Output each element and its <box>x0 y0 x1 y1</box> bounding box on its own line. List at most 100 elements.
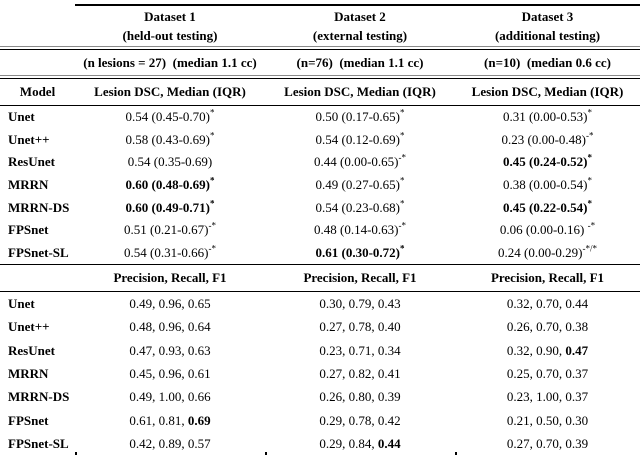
dataset3-header: Dataset 3 (additional testing) <box>455 7 640 45</box>
dsc-section-body: Unet 0.54 (0.45-0.70)* 0.50 (0.17-0.65)* 0.… <box>0 106 640 264</box>
dsc-value: 0.54 (0.12-0.69)* <box>315 130 405 147</box>
dsc-value: 0.58 (0.43-0.69)* <box>125 130 215 147</box>
prf-value: 0.25, 0.70, 0.37 <box>506 366 589 382</box>
prf-section-body: Unet 0.49, 0.96, 0.65 0.30, 0.79, 0.43 0.32… <box>0 292 640 455</box>
model-name: Unet++ <box>8 131 50 147</box>
prf-value: 0.27, 0.70, 0.39 <box>506 436 589 452</box>
bottom-column-tick <box>265 451 267 455</box>
dataset3-name: Dataset 3 <box>521 9 574 24</box>
table-row: FPSnet 0.51 (0.21-0.67)-* 0.48 (0.14-0.63)… <box>0 219 640 242</box>
dsc-value: 0.48 (0.14-0.63)-* <box>314 220 406 238</box>
dsc-value: 0.31 (0.00-0.53)* <box>503 107 592 125</box>
table-row: Unet 0.54 (0.45-0.70)* 0.50 (0.17-0.65)* 0.… <box>0 106 640 129</box>
dataset1-n: (n lesions = 27) (median 1.1 cc) <box>83 54 257 70</box>
dataset1-subtitle: (held-out testing) <box>122 28 218 43</box>
dataset2-name: Dataset 2 <box>334 9 386 24</box>
prf-value: 0.32, 0.70, 0.44 <box>506 295 589 311</box>
dsc-value: 0.60 (0.49-0.71)* <box>125 198 215 215</box>
table-row: Unet 0.49, 0.96, 0.65 0.30, 0.79, 0.43 0.32… <box>0 292 640 315</box>
model-name: FPSnet <box>8 222 49 238</box>
rule-below-dataset-names <box>0 46 640 50</box>
model-name: MRRN <box>8 177 49 193</box>
dsc-value: 0.61 (0.30-0.72)* <box>315 243 405 260</box>
table-row: ResUnet 0.47, 0.93, 0.63 0.23, 0.71, 0.34 0… <box>0 339 640 362</box>
prf-value: 0.27, 0.78, 0.40 <box>319 319 401 335</box>
prf-value: 0.23, 1.00, 0.37 <box>506 389 589 405</box>
model-name: MRRN <box>8 366 49 382</box>
prf-value: 0.45, 0.96, 0.61 <box>129 366 211 382</box>
model-name: Unet <box>8 295 35 311</box>
prf-header-row: Precision, Recall, F1 Precision, Recall,… <box>0 265 640 291</box>
dsc-value: 0.54 (0.45-0.70)* <box>125 107 215 125</box>
model-name: Unet++ <box>8 319 50 335</box>
dsc-value: 0.44 (0.00-0.65)-* <box>314 153 406 170</box>
model-name: MRRN-DS <box>8 199 70 215</box>
dataset3-n: (n=10) (median 0.6 cc) <box>484 54 611 70</box>
prf-value: 0.49, 0.96, 0.65 <box>129 295 211 311</box>
table-row: FPSnet 0.61, 0.81, 0.69 0.29, 0.78, 0.42 0.… <box>0 409 640 432</box>
prf-value: 0.26, 0.80, 0.39 <box>319 389 401 405</box>
prf-value: 0.29, 0.84, 0.44 <box>319 436 401 452</box>
rule-below-dsc-header <box>0 105 640 106</box>
prf-value: 0.61, 0.81, 0.69 <box>129 412 211 428</box>
dataset3-prf-header: Precision, Recall, F1 <box>490 270 605 286</box>
table-top-rule <box>75 4 640 6</box>
table-row: MRRN-DS 0.49, 1.00, 0.66 0.26, 0.80, 0.39 0… <box>0 386 640 409</box>
dsc-value: 0.49 (0.27-0.65)* <box>315 175 405 193</box>
dsc-value: 0.38 (0.00-0.54)* <box>503 175 592 193</box>
prf-value: 0.42, 0.89, 0.57 <box>129 436 211 452</box>
bottom-column-tick <box>455 451 457 455</box>
table-row: ResUnet 0.54 (0.35-0.69) 0.44 (0.00-0.65)-… <box>0 151 640 174</box>
dsc-value: 0.54 (0.23-0.68)* <box>315 198 405 215</box>
prf-value: 0.27, 0.82, 0.41 <box>319 366 401 382</box>
prf-value: 0.23, 0.71, 0.34 <box>319 342 401 358</box>
table-row: MRRN 0.45, 0.96, 0.61 0.27, 0.82, 0.41 0.25… <box>0 362 640 385</box>
model-name: FPSnet-SL <box>8 244 69 260</box>
prf-value: 0.32, 0.90, 0.47 <box>506 342 589 358</box>
model-name: ResUnet <box>8 342 55 358</box>
dsc-value: 0.50 (0.17-0.65)* <box>315 107 405 125</box>
prf-value: 0.47, 0.93, 0.63 <box>129 342 211 358</box>
dataset2-header: Dataset 2 (external testing) <box>265 7 455 45</box>
table-row: FPSnet-SL 0.54 (0.31-0.66)-* 0.61 (0.30-0.… <box>0 242 640 265</box>
dsc-value: 0.54 (0.35-0.69) <box>127 154 213 170</box>
dsc-value: 0.54 (0.31-0.66)-* <box>124 243 216 260</box>
model-name: FPSnet <box>8 412 49 428</box>
dsc-value: 0.60 (0.48-0.69)* <box>125 175 215 193</box>
model-name: Unet <box>8 109 35 125</box>
dsc-value: 0.45 (0.22-0.54)* <box>503 198 592 215</box>
rule-above-prf-header <box>0 264 640 266</box>
dataset2-n: (n=76) (median 1.1 cc) <box>296 54 424 70</box>
sample-size-row: (n lesions = 27) (median 1.1 cc) (n=76) … <box>0 50 640 75</box>
dsc-value: 0.06 (0.00-0.16) -* <box>499 220 596 238</box>
prf-value: 0.21, 0.50, 0.30 <box>506 412 589 428</box>
prf-value: 0.30, 0.79, 0.43 <box>319 295 401 311</box>
table-row: MRRN-DS 0.60 (0.49-0.71)* 0.54 (0.23-0.68)… <box>0 196 640 219</box>
prf-value: 0.26, 0.70, 0.38 <box>506 319 589 335</box>
model-name: MRRN-DS <box>8 389 70 405</box>
model-name: ResUnet <box>8 154 55 170</box>
table-row: FPSnet-SL 0.42, 0.89, 0.57 0.29, 0.84, 0.4… <box>0 433 640 455</box>
table-row: Unet++ 0.58 (0.43-0.69)* 0.54 (0.12-0.69)*… <box>0 129 640 152</box>
dsc-value: 0.24 (0.00-0.29)-*/* <box>498 243 597 260</box>
rule-below-sample-size <box>0 75 640 79</box>
table-row: MRRN 0.60 (0.48-0.69)* 0.49 (0.27-0.65)* 0.… <box>0 174 640 197</box>
dataset1-dsc-header: Lesion DSC, Median (IQR) <box>94 84 246 99</box>
prf-value: 0.49, 1.00, 0.66 <box>129 389 211 405</box>
dataset3-dsc-header: Lesion DSC, Median (IQR) <box>471 84 624 99</box>
bottom-column-tick <box>75 451 77 455</box>
rule-below-prf-header <box>0 291 640 293</box>
dsc-value: 0.23 (0.00-0.48)-* <box>501 130 594 147</box>
prf-value: 0.48, 0.96, 0.64 <box>129 319 211 335</box>
dsc-value: 0.51 (0.21-0.67)-* <box>124 220 216 238</box>
table-row: Unet++ 0.48, 0.96, 0.64 0.27, 0.78, 0.40 0.… <box>0 316 640 339</box>
dataset-header-row: Dataset 1 (held-out testing) Dataset 2 (… <box>0 6 640 46</box>
model-name: FPSnet-SL <box>8 436 69 452</box>
prf-value: 0.29, 0.78, 0.42 <box>319 412 401 428</box>
dataset2-prf-header: Precision, Recall, F1 <box>303 270 417 286</box>
dataset1-prf-header: Precision, Recall, F1 <box>113 270 227 286</box>
dataset1-name: Dataset 1 <box>144 9 196 24</box>
dataset2-subtitle: (external testing) <box>312 28 408 43</box>
dataset1-header: Dataset 1 (held-out testing) <box>75 7 265 45</box>
